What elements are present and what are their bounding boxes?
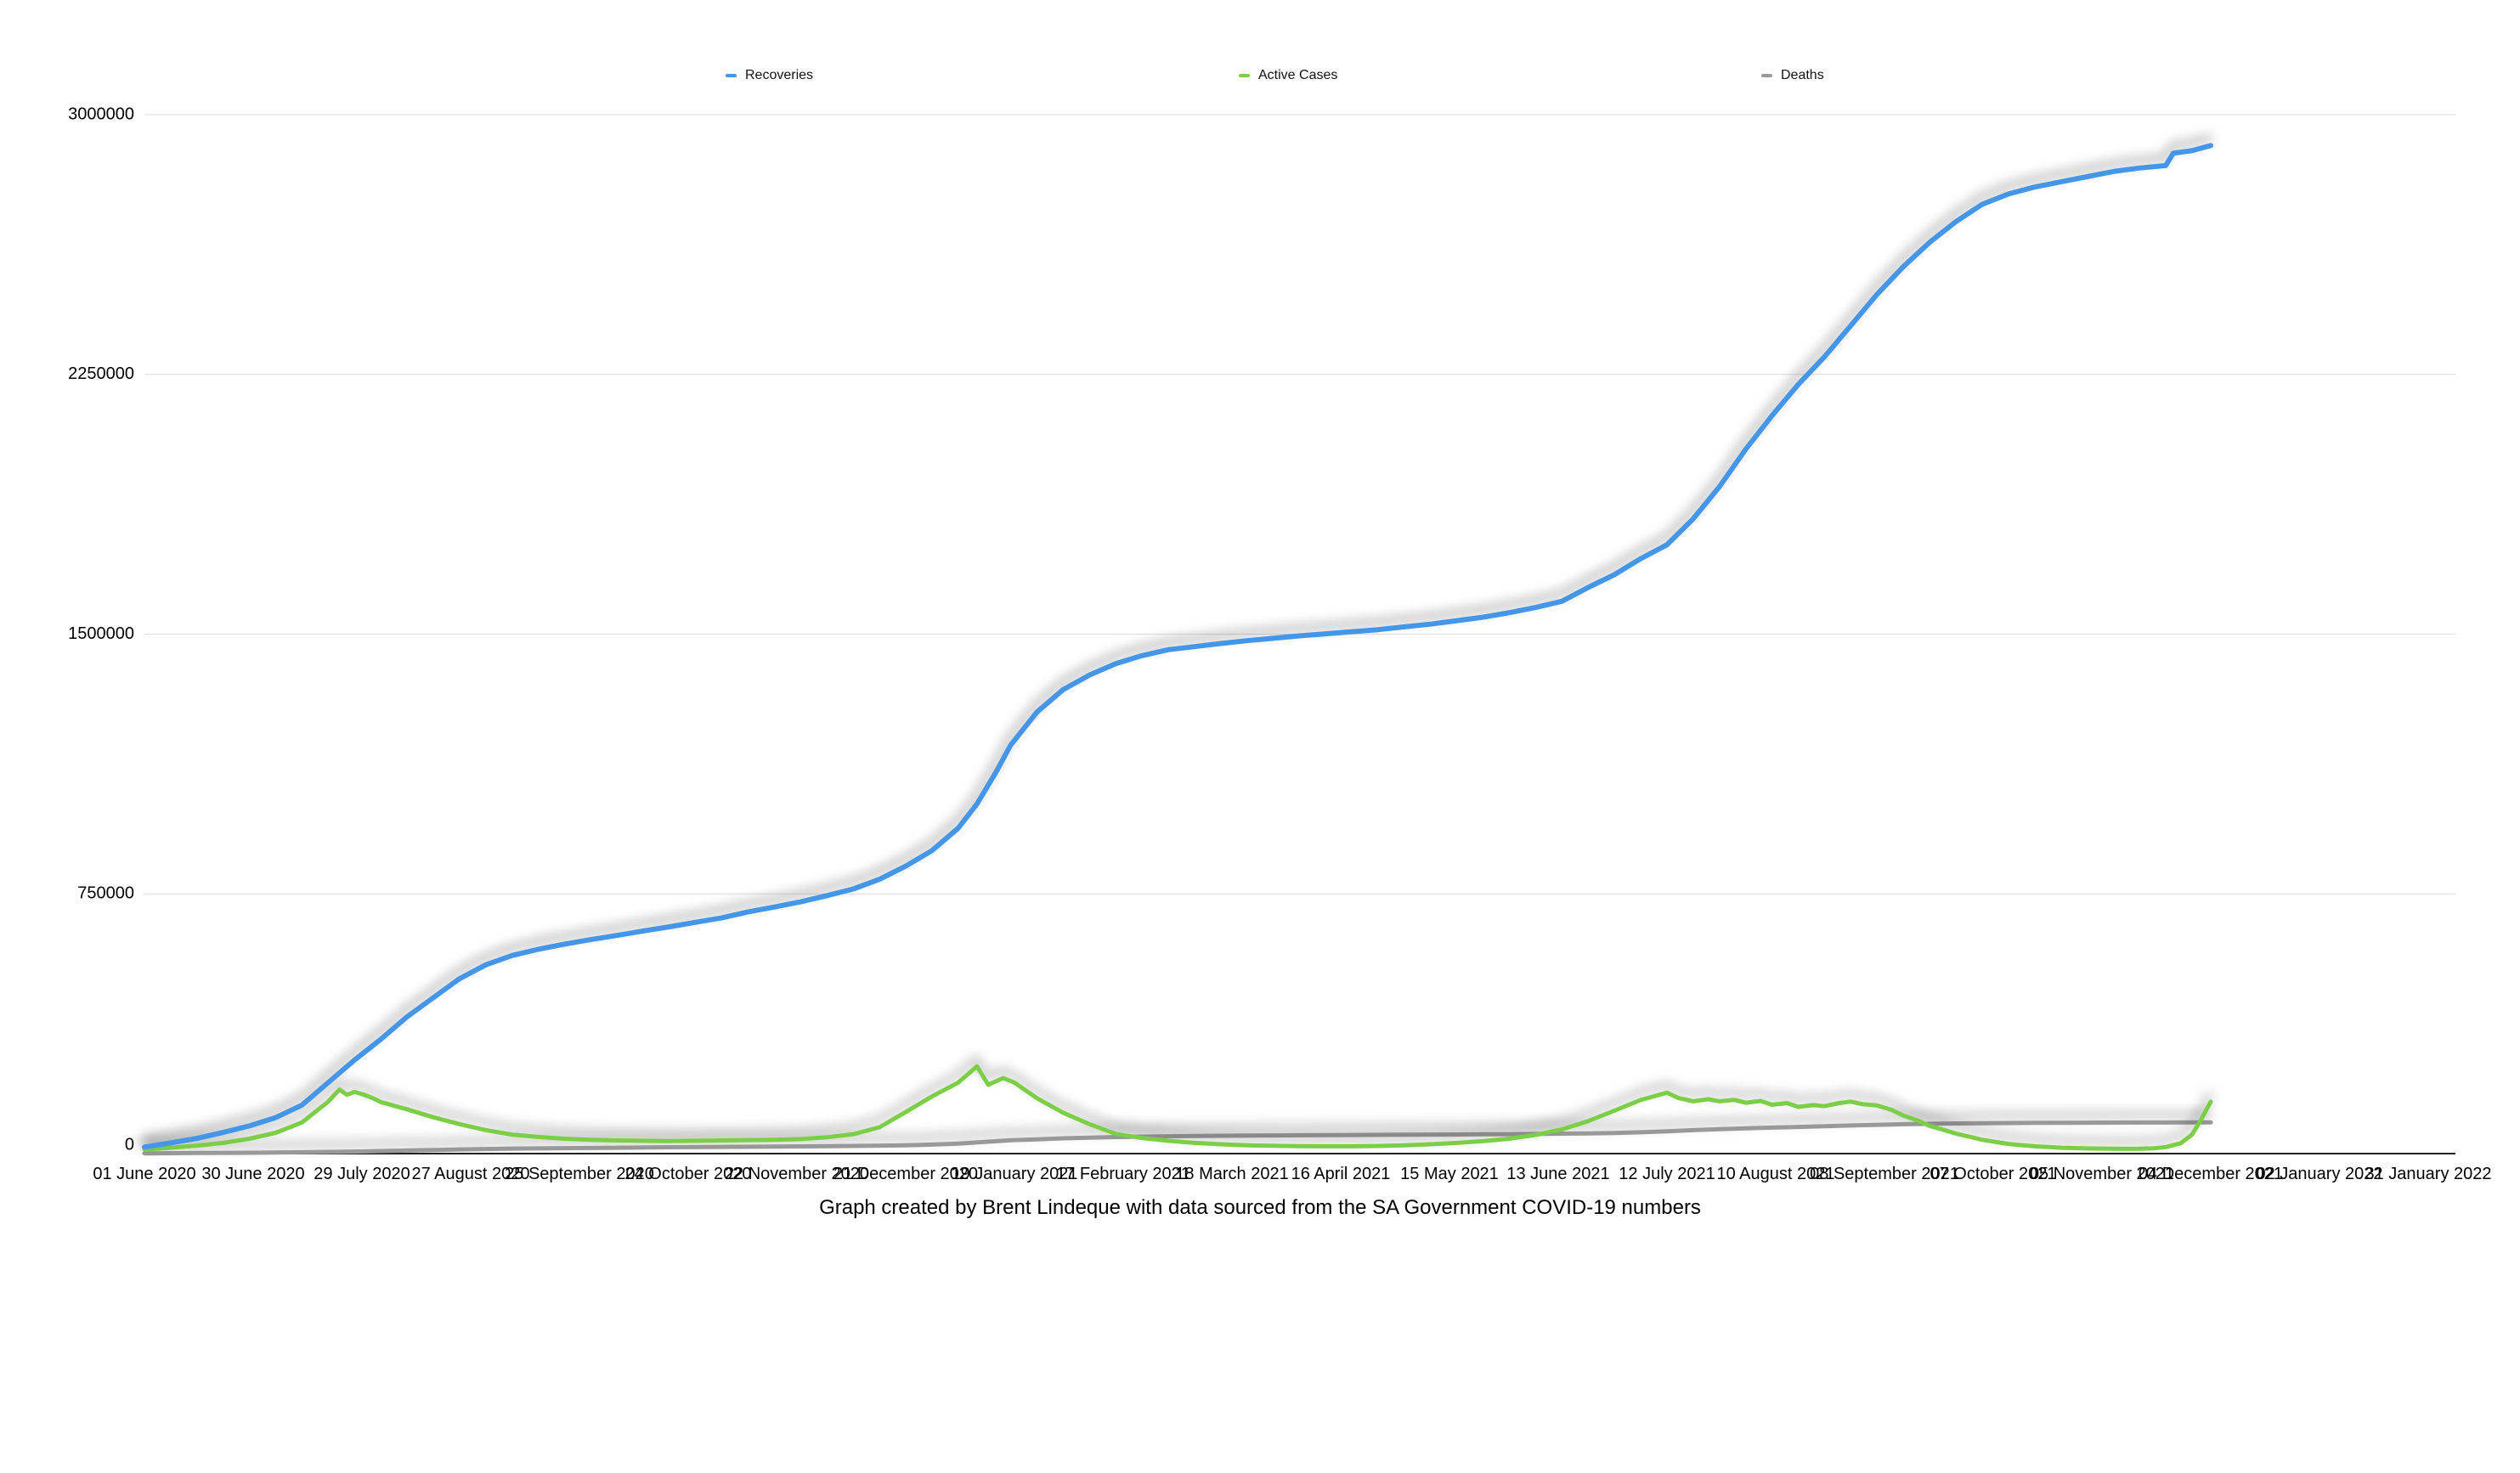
- x-axis-label: 22 November 2020: [725, 1165, 869, 1183]
- legend-swatch-recoveries: [726, 74, 737, 77]
- legend-label-active-cases: Active Cases: [1258, 68, 1338, 82]
- chart-caption: Graph created by Brent Lindeque with dat…: [819, 1196, 1701, 1219]
- x-axis-label: 15 May 2021: [1400, 1165, 1499, 1183]
- y-axis-label: 3000000: [68, 104, 134, 123]
- x-axis-label: 18 March 2021: [1175, 1165, 1288, 1183]
- y-axis-label: 750000: [77, 884, 134, 903]
- x-axis-label: 31 January 2022: [2365, 1165, 2491, 1183]
- x-axis-label: 16 April 2021: [1291, 1165, 1391, 1183]
- y-axis-label: 2250000: [68, 364, 134, 383]
- legend-swatch-deaths: [1761, 74, 1772, 77]
- x-axis-label: 08 September 2021: [1810, 1165, 1959, 1183]
- legend-label-recoveries: Recoveries: [745, 68, 814, 82]
- legend-item-active-cases: Active Cases: [1239, 66, 1337, 85]
- x-axis-label: 21 December 2020: [833, 1165, 978, 1183]
- x-axis-label: 24 October 2020: [625, 1165, 752, 1183]
- x-axis-label: 17 February 2021: [1056, 1165, 1190, 1183]
- x-axis-label: 27 August 2020: [411, 1165, 529, 1183]
- legend-item-recoveries: Recoveries: [726, 66, 813, 85]
- series-line-deaths: [142, 1120, 2213, 1156]
- legend-item-deaths: Deaths: [1761, 66, 1824, 85]
- x-axis-label: 01 June 2020: [93, 1165, 195, 1183]
- x-axis-label: 10 August 2021: [1716, 1165, 1834, 1183]
- x-axis-label: 25 September 2020: [505, 1165, 654, 1183]
- x-axis-label: 29 July 2020: [314, 1165, 410, 1183]
- x-axis-label: 13 June 2021: [1506, 1165, 1609, 1183]
- x-axis-label: 30 June 2020: [201, 1165, 304, 1183]
- y-axis-label: 0: [125, 1135, 134, 1154]
- x-axis-label: 07 October 2021: [1930, 1165, 2057, 1183]
- x-axis-label: 02 January 2022: [2256, 1165, 2382, 1183]
- x-axis-label: 04 December 2021: [2139, 1165, 2283, 1183]
- series-line-recoveries: [142, 143, 2213, 1150]
- series-line-active-cases: [142, 1064, 2213, 1152]
- y-axis-label: 1500000: [68, 624, 134, 643]
- legend-swatch-active-cases: [1239, 74, 1250, 77]
- legend-label-deaths: Deaths: [1781, 68, 1824, 82]
- x-axis-label: 19 January 2021: [951, 1165, 1077, 1183]
- x-axis-label: 05 November 2021: [2030, 1165, 2174, 1183]
- x-axis-label: 12 July 2021: [1619, 1165, 1715, 1183]
